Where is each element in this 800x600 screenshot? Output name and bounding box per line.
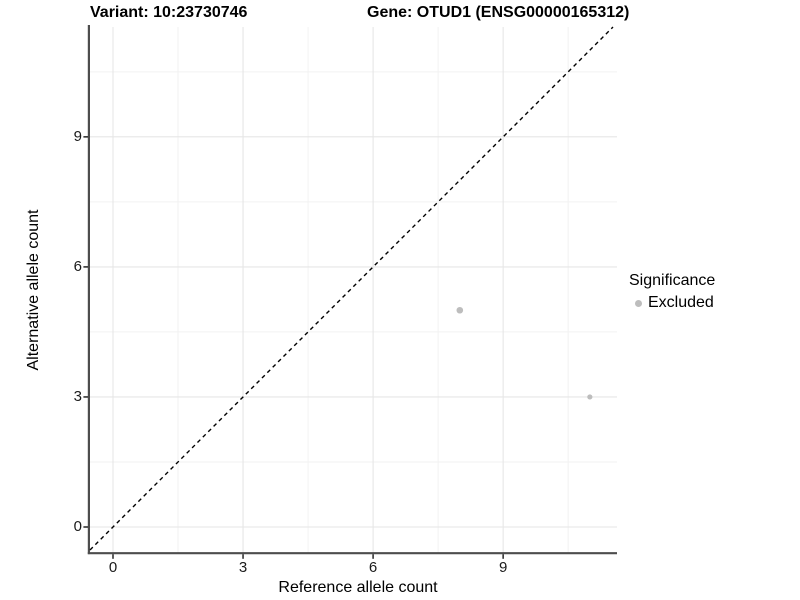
x-tick-label: 6 — [368, 559, 378, 576]
identity-reference-line — [89, 26, 614, 551]
legend-item-excluded: Excluded — [629, 294, 715, 312]
x-tick-label: 9 — [498, 559, 508, 576]
y-axis-title: Alternative allele count — [25, 209, 42, 371]
legend-item-label: Excluded — [648, 294, 714, 311]
legend: Significance Excluded — [629, 271, 715, 312]
legend-title: Significance — [629, 272, 716, 289]
y-tick-label: 9 — [73, 127, 82, 145]
plot-title-variant: Variant: 10:23730746 — [90, 4, 248, 21]
x-axis-title: Reference allele count — [278, 579, 438, 596]
y-tick-label: 3 — [73, 387, 82, 405]
x-tick-label: 3 — [238, 559, 248, 576]
x-tick-label: 0 — [108, 559, 118, 576]
legend-key-dot-icon — [635, 299, 642, 307]
y-tick-label: 0 — [73, 518, 82, 535]
plot-title-gene: Gene: OTUD1 (ENSG00000165312) — [367, 4, 630, 21]
data-point — [587, 394, 593, 400]
y-tick-label: 6 — [73, 257, 82, 275]
data-point — [456, 306, 464, 314]
